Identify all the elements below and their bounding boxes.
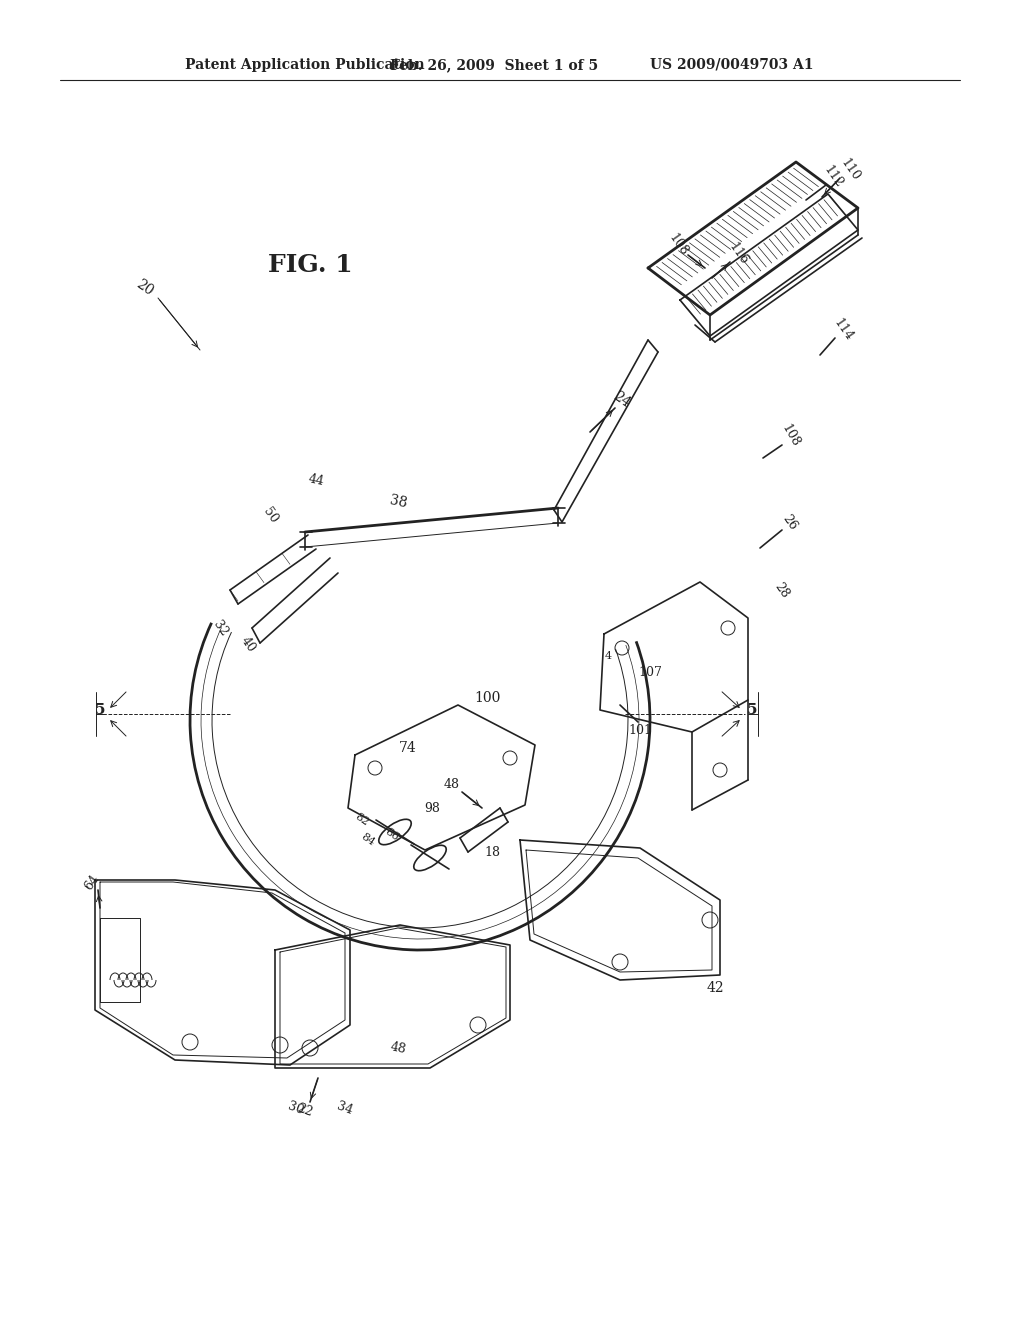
Text: 5: 5 xyxy=(95,704,105,717)
Text: 40: 40 xyxy=(239,635,258,655)
Text: 22: 22 xyxy=(295,1101,314,1119)
Text: 24: 24 xyxy=(610,389,633,411)
Text: 26: 26 xyxy=(780,512,800,532)
Text: 116: 116 xyxy=(726,240,751,268)
Text: 20: 20 xyxy=(134,277,157,298)
Text: 114: 114 xyxy=(830,317,855,343)
Text: 112: 112 xyxy=(821,164,845,190)
Text: 84: 84 xyxy=(359,832,377,849)
Text: 30: 30 xyxy=(287,1100,306,1117)
Text: 18: 18 xyxy=(484,846,500,858)
Text: 48: 48 xyxy=(444,777,460,791)
Text: 5: 5 xyxy=(746,704,758,717)
Text: 74: 74 xyxy=(399,741,417,755)
Text: 107: 107 xyxy=(638,665,662,678)
Text: 28: 28 xyxy=(772,579,792,601)
Text: Patent Application Publication: Patent Application Publication xyxy=(185,58,425,73)
Text: 98: 98 xyxy=(424,801,440,814)
Text: 64: 64 xyxy=(82,871,102,892)
Text: 82: 82 xyxy=(353,812,371,828)
Text: 38: 38 xyxy=(388,494,408,511)
Text: 86: 86 xyxy=(383,826,400,843)
Text: 44: 44 xyxy=(307,473,326,488)
Text: 50: 50 xyxy=(260,504,280,525)
Text: 100: 100 xyxy=(475,690,501,705)
Text: 110: 110 xyxy=(838,157,862,183)
Text: 108: 108 xyxy=(666,231,690,259)
Text: 108: 108 xyxy=(778,422,802,450)
Text: 42: 42 xyxy=(707,981,724,995)
Text: US 2009/0049703 A1: US 2009/0049703 A1 xyxy=(650,58,813,73)
Text: FIG. 1: FIG. 1 xyxy=(267,253,352,277)
Text: 101: 101 xyxy=(628,723,652,737)
Text: 32: 32 xyxy=(210,618,229,639)
Text: Feb. 26, 2009  Sheet 1 of 5: Feb. 26, 2009 Sheet 1 of 5 xyxy=(390,58,598,73)
Text: 48: 48 xyxy=(389,1040,408,1056)
Text: 4: 4 xyxy=(604,651,611,661)
Text: 34: 34 xyxy=(335,1100,354,1117)
